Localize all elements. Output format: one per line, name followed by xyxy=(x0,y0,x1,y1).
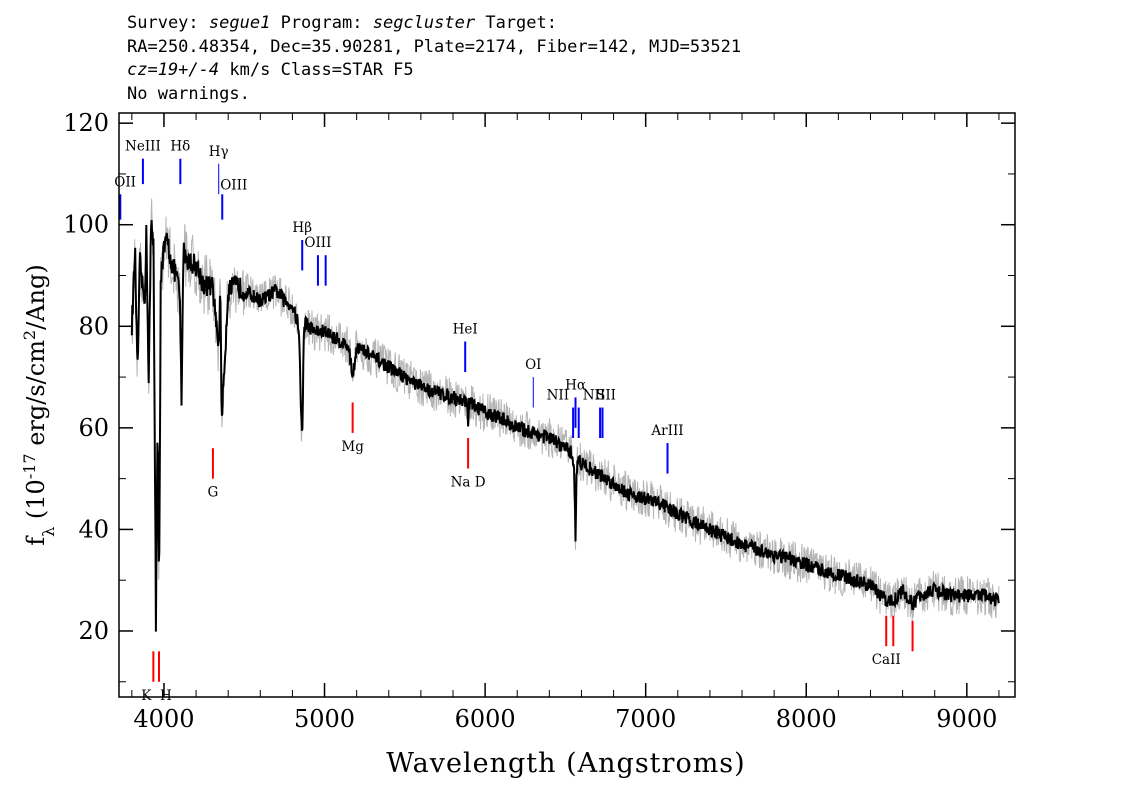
y-axis-label: fλ (10-17 erg/s/cm2/Ang) xyxy=(20,264,58,545)
emission-line-label: SII xyxy=(596,388,616,404)
redshift-value: cz=19+/-4 xyxy=(127,60,220,80)
program-label: Program: xyxy=(280,13,363,33)
axis-ticks: 4000 5000 6000 7000 8000 9000 20 40 60 80 100 120 xyxy=(63,109,1015,733)
header-line-2: RA=250.48354, Dec=35.90281, Plate=2174, … xyxy=(127,36,742,57)
header-line-4: No warnings. xyxy=(127,83,250,104)
y-tick-label: 80 xyxy=(78,312,109,340)
survey-value: segue1 xyxy=(208,13,271,33)
emission-line-label: HeI xyxy=(453,322,478,338)
plot-frame xyxy=(118,112,1016,698)
header-line-3: cz=19+/-4 km/s Class=STAR F5 xyxy=(127,59,741,83)
emission-line-label: Hδ xyxy=(170,139,190,155)
emission-line-label: OI xyxy=(525,357,541,373)
x-tick-label: 8000 xyxy=(776,705,837,733)
absorption-line-label: K xyxy=(141,688,152,704)
header-line-1: Survey: segue1 Program: segcluster Targe… xyxy=(127,12,741,36)
target-label: Target: xyxy=(485,13,557,33)
emission-line-label: ArIII xyxy=(650,423,683,439)
x-tick-label: 7000 xyxy=(615,705,676,733)
x-axis-label: Wavelength (Angstroms) xyxy=(386,748,745,779)
x-tick-label: 9000 xyxy=(936,705,997,733)
absorption-line-label: H xyxy=(160,688,172,704)
emission-line-label: OIII xyxy=(304,235,331,251)
emission-line-label: Hβ xyxy=(292,220,312,236)
emission-line-label: NII xyxy=(547,388,569,404)
emission-line-label: Hα xyxy=(565,377,586,393)
noise-band xyxy=(131,198,1000,625)
absorption-line-label: Mg xyxy=(341,439,364,455)
emission-line-label: OII xyxy=(114,174,136,190)
x-tick-label: 5000 xyxy=(294,705,355,733)
y-tick-label: 120 xyxy=(63,109,109,137)
x-tick-label: 4000 xyxy=(133,705,194,733)
flux-curve xyxy=(130,220,1000,632)
x-tick-label: 6000 xyxy=(455,705,516,733)
flux-series xyxy=(130,220,1000,632)
y-tick-label: 100 xyxy=(63,211,109,239)
absorption-line-label: Na D xyxy=(451,474,486,490)
spectrum-header: Survey: segue1 Program: segcluster Targe… xyxy=(127,12,741,106)
y-tick-label: 40 xyxy=(78,515,109,543)
emission-line-label: NII xyxy=(583,388,605,404)
survey-label: Survey: xyxy=(127,13,199,33)
emission-line-label: NeIII xyxy=(125,139,161,155)
emission-line-label: OIII xyxy=(220,177,247,193)
class-value: Class=STAR F5 xyxy=(280,60,414,80)
redshift-units: km/s xyxy=(229,60,271,80)
program-value: segcluster xyxy=(372,13,476,33)
noise-curve xyxy=(131,198,1000,625)
absorption-line-label: CaII xyxy=(872,652,901,668)
y-tick-label: 20 xyxy=(78,617,109,645)
absorption-line-label: G xyxy=(208,485,219,501)
emission-line-label: Hγ xyxy=(209,144,229,160)
y-tick-label: 60 xyxy=(78,414,109,442)
